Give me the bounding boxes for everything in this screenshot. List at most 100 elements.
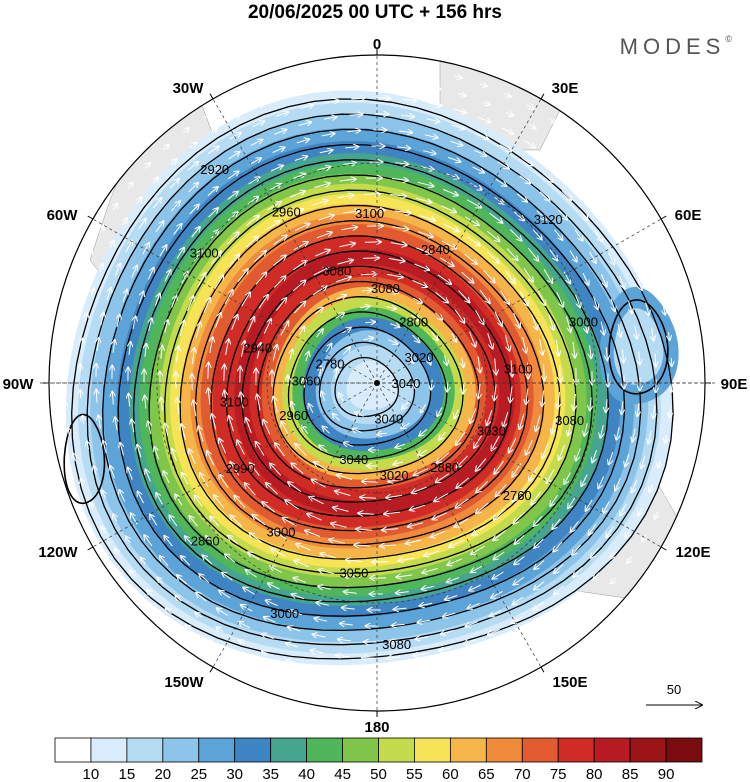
wind-vector-170	[241, 292, 250, 307]
lon-tick-120	[660, 546, 667, 551]
wind-vector-408	[270, 165, 283, 172]
wind-vector-136	[273, 276, 285, 288]
wind-vector-287	[250, 533, 263, 544]
wind-vector-542	[561, 190, 571, 200]
wind-vector-70	[314, 462, 328, 471]
contour-closed-east	[608, 299, 669, 395]
wind-vector-732	[89, 249, 92, 257]
colorbar-swatch-12	[485, 737, 523, 763]
wind-vector-728	[65, 350, 66, 358]
wind-vector-719	[130, 570, 135, 577]
wind-vector-33	[306, 352, 309, 362]
wind-vector-18	[325, 344, 331, 353]
contour-label-22: 3030	[477, 423, 506, 438]
modes-logo: MODES©	[620, 34, 732, 60]
colorbar-swatch-8	[342, 737, 379, 763]
wind-vector-171	[255, 272, 267, 285]
wind-vector-103	[263, 319, 271, 334]
wind-vector-498	[466, 621, 478, 627]
wind-vector-714	[230, 654, 237, 658]
wind-vector-712	[278, 674, 286, 676]
wind-vector-520	[117, 315, 120, 328]
wind-vector-493	[572, 544, 581, 555]
wind-vector-353	[269, 184, 282, 191]
wind-vector-478	[539, 191, 550, 201]
wind-vector-743	[298, 74, 307, 76]
wind-vector-369	[590, 345, 592, 358]
wind-vector-532	[323, 117, 337, 119]
wind-vector-301	[245, 216, 259, 226]
wind-vector-506	[264, 617, 276, 623]
wind-vector-438	[443, 613, 456, 617]
wind-vector-291	[189, 449, 196, 465]
wind-vector-284	[319, 570, 335, 575]
wind-vector-364	[532, 229, 542, 240]
wind-vector-703	[507, 658, 515, 662]
wind-vector-580	[110, 466, 115, 479]
wind-vector-454	[131, 420, 134, 433]
wind-vector-469	[321, 133, 335, 136]
wind-vector-444	[290, 611, 303, 616]
wind-vector-721	[102, 526, 106, 534]
wind-vector-131	[241, 393, 244, 409]
wind-vector-617	[655, 353, 656, 366]
wind-vector-141	[390, 243, 407, 246]
wind-vector-658	[100, 264, 103, 272]
wind-vector-292	[181, 424, 186, 440]
wind-vector-414	[422, 151, 436, 154]
wind-vector-693	[674, 462, 676, 471]
wind-vector-152	[494, 460, 505, 474]
wind-vector-183	[513, 312, 520, 328]
wind-vector-187	[536, 415, 541, 431]
wind-vector-337	[228, 536, 239, 545]
wind-vector-144	[461, 271, 474, 283]
wind-vector-733	[100, 226, 104, 234]
wind-vector-655	[82, 339, 83, 347]
wind-vector-443	[314, 618, 328, 621]
wind-vector-695	[655, 511, 659, 519]
wind-vector-592	[169, 179, 179, 189]
wind-vector-613	[626, 254, 632, 266]
wind-vector-416	[472, 166, 485, 173]
lon-label-90e: 90E	[721, 376, 748, 393]
wind-vector-272	[568, 419, 573, 436]
wind-vector-462	[173, 224, 182, 235]
wind-vector-530	[274, 130, 286, 135]
wind-vector-528	[228, 152, 240, 160]
wind-vector-334	[294, 578, 306, 583]
wind-vector-115	[495, 358, 497, 375]
wind-vector-713	[253, 665, 261, 668]
map-title: 20/06/2025 00 UTC + 156 hrs	[247, 2, 503, 23]
colorbar-tick-45: 45	[334, 766, 351, 782]
wind-vector-678	[528, 125, 536, 129]
wind-vector-175	[341, 227, 357, 230]
wind-vector-61	[462, 357, 464, 367]
wind-vector-149	[526, 388, 528, 404]
wind-vector-397	[145, 396, 146, 409]
wind-vector-229	[542, 443, 549, 458]
wind-vector-92	[412, 486, 427, 493]
wind-vector-104	[276, 298, 286, 311]
colorbar-tick-50: 50	[370, 766, 387, 782]
wind-vector-680	[570, 154, 577, 160]
colorbar-tick-30: 30	[226, 766, 243, 782]
wind-vector-510	[181, 556, 191, 566]
wind-vector-396	[148, 422, 151, 435]
wind-vector-433	[553, 541, 563, 552]
wind-vector-213	[294, 224, 309, 232]
lon-tick-240	[87, 546, 94, 551]
wind-vector-58	[413, 297, 422, 303]
wind-vector-63	[470, 408, 477, 423]
wind-vector-235	[424, 550, 440, 556]
wind-vector-215	[343, 211, 359, 213]
wind-vector-219	[443, 223, 458, 231]
wind-vector-84	[454, 309, 464, 323]
wind-vector-403	[176, 248, 184, 259]
wind-vector-53	[298, 326, 304, 336]
wind-vector-752	[526, 105, 534, 109]
wind-vector-373	[592, 450, 598, 462]
wind-vector-75	[272, 345, 277, 361]
wind-vector-380	[469, 584, 482, 591]
wind-vector-445	[266, 600, 278, 607]
wind-vector-576	[160, 556, 169, 567]
